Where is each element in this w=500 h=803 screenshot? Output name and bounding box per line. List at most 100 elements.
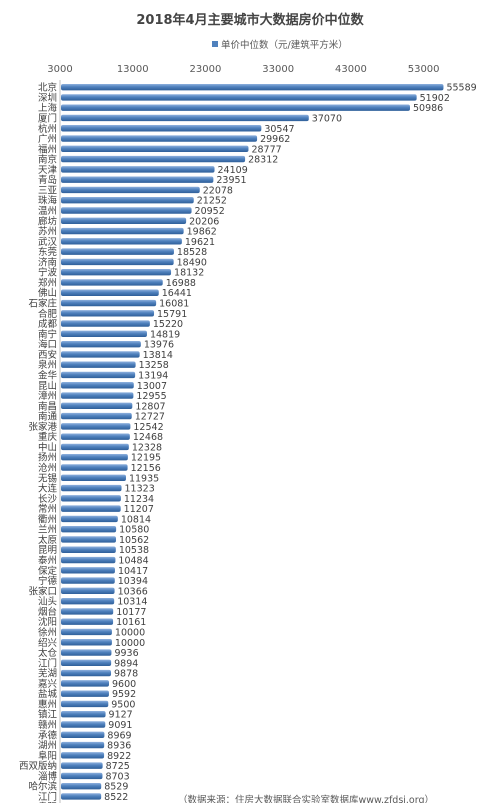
value-label: 10814	[121, 514, 151, 525]
bar	[61, 782, 102, 790]
category-label: 江门	[38, 657, 57, 669]
category-label: 贵阳	[38, 801, 57, 803]
bar	[61, 207, 192, 214]
category-label: 重庆	[38, 431, 58, 443]
value-label: 18132	[174, 268, 204, 279]
category-label: 张家口	[28, 585, 57, 597]
value-label: 10562	[119, 535, 149, 546]
category-label: 太原	[38, 534, 57, 546]
bar	[61, 145, 249, 153]
bar	[61, 721, 106, 728]
category-label: 珠海	[38, 195, 58, 207]
category-label: 镇江	[38, 709, 58, 721]
category-label: 武汉	[38, 236, 58, 248]
category-label: 中山	[38, 441, 57, 453]
category-label: 福州	[38, 143, 57, 155]
bar	[61, 618, 114, 625]
bar	[61, 731, 105, 738]
bar	[61, 310, 155, 317]
value-label: 11207	[124, 504, 154, 515]
bar	[61, 114, 309, 122]
category-label: 哈尔滨	[28, 781, 57, 793]
bar	[61, 176, 214, 183]
value-label: 8725	[106, 761, 130, 772]
legend-swatch	[212, 41, 218, 47]
value-label: 20206	[189, 216, 219, 227]
value-label: 10484	[118, 556, 148, 567]
bar	[61, 680, 109, 687]
bar	[61, 505, 121, 512]
category-label: 宁波	[38, 267, 58, 279]
value-label: 29962	[260, 134, 290, 145]
bar	[61, 268, 172, 276]
bar	[61, 577, 115, 584]
bar	[61, 556, 116, 564]
category-label: 常州	[38, 503, 57, 515]
x-tick-label: 53000	[408, 64, 440, 75]
value-label: 10000	[115, 627, 145, 638]
value-label: 22078	[203, 185, 233, 196]
value-label: 12468	[133, 432, 163, 443]
bar	[61, 392, 134, 399]
bar	[61, 104, 410, 111]
category-label: 嘉兴	[38, 678, 57, 690]
value-label: 55589	[446, 83, 476, 94]
value-label: 16081	[159, 299, 189, 310]
category-label: 天津	[38, 165, 58, 176]
value-label: 12955	[136, 391, 166, 402]
value-label: 8922	[107, 751, 131, 762]
x-tick-label: 23000	[190, 64, 222, 75]
value-label: 11234	[124, 494, 154, 505]
category-label: 三亚	[38, 185, 58, 196]
bar	[61, 330, 147, 338]
bar	[61, 628, 112, 636]
bar	[61, 371, 136, 379]
bar	[61, 484, 122, 492]
value-label: 18490	[177, 257, 207, 268]
category-label: 济南	[38, 256, 57, 268]
value-label: 10538	[119, 545, 149, 556]
value-label: 19621	[185, 237, 215, 248]
category-label: 无锡	[38, 472, 57, 484]
category-label: 北京	[38, 82, 57, 94]
category-label: 海口	[38, 339, 57, 351]
x-tick-label: 13000	[117, 64, 149, 75]
category-label: 深圳	[38, 93, 57, 104]
bar	[61, 361, 136, 368]
value-label: 20952	[195, 206, 225, 217]
value-label: 8936	[107, 741, 131, 752]
value-label: 9894	[114, 658, 138, 669]
value-label: 8522	[104, 792, 128, 803]
value-label: 11323	[125, 484, 155, 495]
value-label: 13194	[138, 370, 168, 381]
value-label: 12542	[133, 422, 163, 433]
value-label: 10417	[118, 566, 148, 577]
value-label: 13976	[144, 340, 174, 351]
category-label: 宁德	[38, 575, 58, 587]
category-label: 石家庄	[28, 298, 57, 310]
bar	[61, 412, 132, 420]
value-label: 12328	[132, 442, 162, 453]
bar	[61, 690, 109, 697]
category-label: 盐城	[38, 688, 58, 700]
bar	[61, 639, 112, 646]
category-label: 绍兴	[38, 637, 57, 649]
category-label: 温州	[38, 206, 57, 217]
bar	[61, 423, 131, 430]
value-label: 9500	[111, 699, 135, 710]
value-label: 19862	[187, 227, 217, 238]
category-label: 苏州	[38, 226, 57, 238]
bar	[61, 443, 129, 451]
legend-label: 单价中位数（元/建筑平方米）	[221, 39, 348, 51]
bar	[61, 597, 115, 605]
category-label: 保定	[38, 565, 58, 577]
value-label: 12727	[135, 412, 165, 423]
category-label: 南昌	[38, 400, 57, 412]
category-label: 汕头	[38, 596, 57, 608]
category-label: 大连	[38, 483, 58, 495]
bar	[61, 94, 417, 101]
chart-title: 2018年4月主要城市大数据房价中位数	[136, 12, 364, 28]
value-label: 12807	[135, 401, 165, 412]
category-label: 金华	[38, 369, 58, 381]
